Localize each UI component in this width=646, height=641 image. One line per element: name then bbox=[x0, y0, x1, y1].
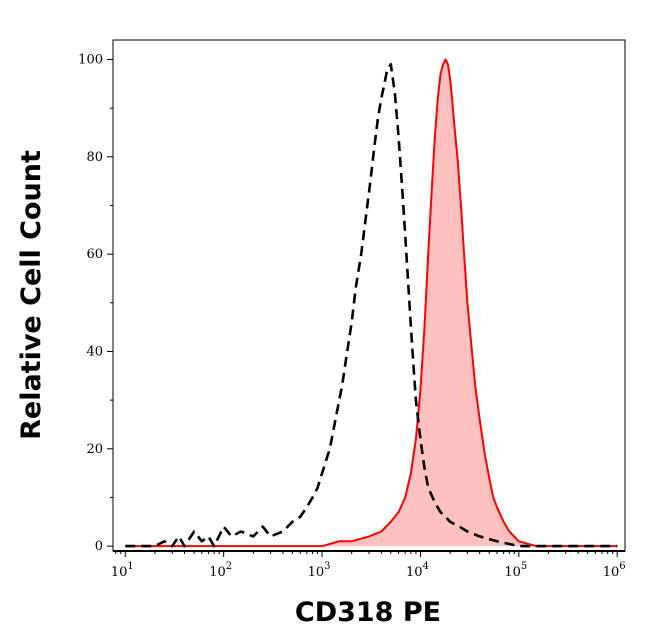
plot-area bbox=[125, 58, 618, 548]
y-tick-label: 20 bbox=[86, 442, 103, 457]
plot-frame bbox=[112, 39, 626, 552]
x-tick-label: 103 bbox=[308, 561, 331, 580]
x-tick-label: 101 bbox=[111, 561, 134, 580]
axes: 0 20 40 60 80 100 101 102 103 104 105 106 bbox=[78, 39, 626, 580]
y-tick-label: 0 bbox=[95, 539, 103, 554]
x-tick-label: 105 bbox=[504, 561, 527, 580]
x-tick-label: 104 bbox=[406, 561, 429, 580]
y-tick-label: 100 bbox=[78, 52, 103, 67]
x-tick-label: 102 bbox=[209, 561, 232, 580]
y-tick-label: 40 bbox=[86, 344, 103, 359]
x-tick-label: 106 bbox=[603, 561, 626, 580]
series-fill-area bbox=[125, 59, 618, 547]
y-axis-title: Relative Cell Count bbox=[16, 150, 47, 440]
y-tick-label: 80 bbox=[86, 150, 103, 165]
x-axis-title: CD318 PE bbox=[295, 597, 441, 628]
series-line-dashed bbox=[125, 63, 618, 548]
series-line-solid bbox=[125, 58, 618, 548]
y-tick-label: 60 bbox=[86, 247, 103, 262]
